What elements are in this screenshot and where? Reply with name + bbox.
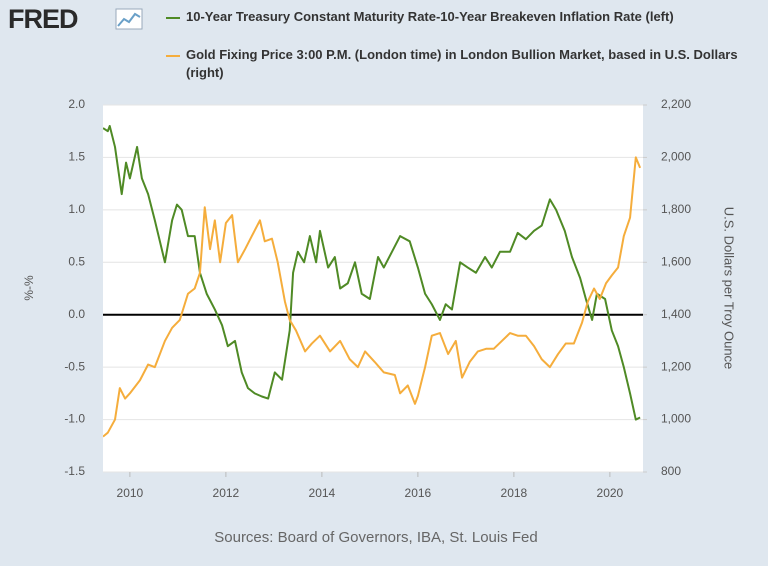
legend-label: Gold Fixing Price 3:00 P.M. (London time… (186, 47, 738, 80)
legend-swatch (166, 55, 180, 57)
x-tick-label: 2016 (405, 486, 432, 500)
y2-tick-label: 800 (661, 464, 681, 478)
y2-axis-label: U.S. Dollars per Troy Ounce (722, 207, 737, 370)
y-axis-label: %-% (22, 275, 36, 301)
series-line (103, 124, 641, 421)
y-tick-label: -1.5 (64, 464, 85, 478)
x-tick-label: 2010 (117, 486, 144, 500)
y-tick-label: 2.0 (68, 97, 85, 111)
y-tick-label: -1.0 (64, 412, 85, 426)
y2-tick-label: 2,000 (661, 150, 691, 164)
y2-tick-label: 1,200 (661, 359, 691, 373)
x-tick-label: 2018 (501, 486, 528, 500)
x-tick-label: 2014 (309, 486, 336, 500)
y2-tick-label: 1,400 (661, 307, 691, 321)
x-tick-label: 2020 (597, 486, 624, 500)
plot-area (103, 105, 643, 472)
y-tick-label: 1.0 (68, 202, 85, 216)
x-tick-label: 2012 (213, 486, 240, 500)
logo-text: FRED (8, 4, 78, 34)
y2-tick-label: 1,000 (661, 412, 691, 426)
legend-item: 10-Year Treasury Constant Maturity Rate-… (166, 8, 746, 26)
y2-tick-label: 1,600 (661, 254, 691, 268)
logo-icon (115, 8, 143, 30)
legend-item: Gold Fixing Price 3:00 P.M. (London time… (166, 46, 746, 82)
y2-tick-label: 2,200 (661, 97, 691, 111)
y-tick-label: 0.0 (68, 307, 85, 321)
y2-tick-label: 1,800 (661, 202, 691, 216)
y-tick-label: 1.5 (68, 150, 85, 164)
legend-label: 10-Year Treasury Constant Maturity Rate-… (186, 9, 674, 24)
y-tick-label: -0.5 (64, 359, 85, 373)
series-line (103, 156, 642, 438)
logo: FRED (8, 4, 78, 35)
source: Sources: Board of Governors, IBA, St. Lo… (214, 529, 538, 546)
icon-line (117, 12, 141, 27)
y-tick-label: 0.5 (68, 254, 85, 268)
legend-swatch (166, 17, 180, 19)
